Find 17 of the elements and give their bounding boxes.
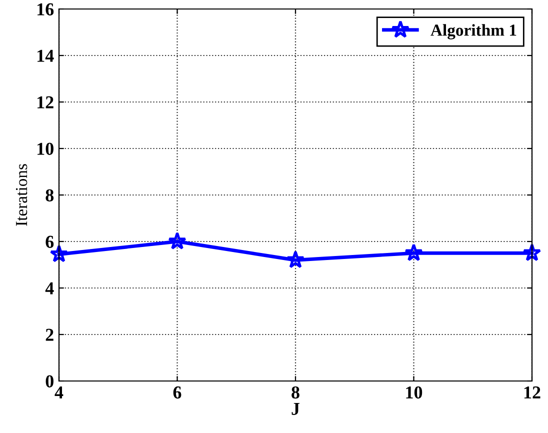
y-tick-label: 8 — [46, 189, 54, 202]
y-tick-label: 0 — [46, 375, 54, 388]
x-tick-label: 8 — [292, 386, 300, 399]
y-tick-label: 14 — [38, 50, 54, 62]
y-tick-label: 6 — [46, 236, 54, 248]
x-tick-label: 12 — [524, 386, 540, 398]
x-tick-label: 6 — [173, 386, 182, 399]
x-tick-label: 10 — [406, 386, 422, 399]
y-tick-label: 16 — [38, 3, 54, 16]
y-axis-title: Iterations — [16, 164, 28, 226]
legend-label: Algorithm 1 — [430, 24, 516, 40]
y-tick-label: 2 — [46, 328, 54, 341]
x-tick-label: 4 — [54, 386, 64, 398]
y-tick-label: 4 — [45, 282, 54, 294]
y-tick-label: 10 — [38, 142, 54, 155]
x-axis-title: J — [292, 402, 300, 415]
y-tick-label: 12 — [38, 96, 54, 108]
